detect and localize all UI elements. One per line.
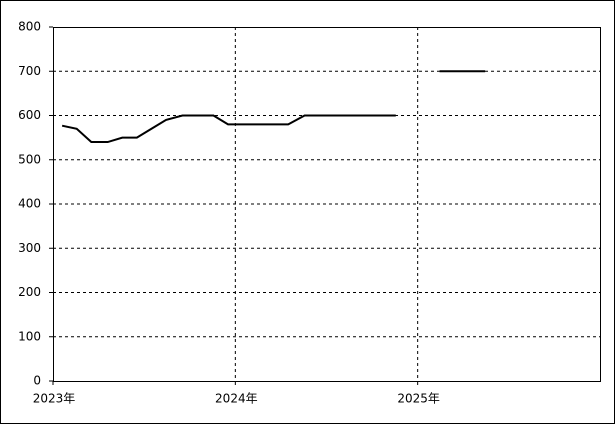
x-tick-label: 2023年 bbox=[33, 392, 76, 406]
y-tick-label: 100 bbox=[18, 329, 41, 343]
y-tick-label: 200 bbox=[18, 285, 41, 299]
y-tick-label: 600 bbox=[18, 108, 41, 122]
y-tick-label: 500 bbox=[18, 152, 41, 166]
x-tick-label: 2025年 bbox=[397, 392, 440, 406]
y-tick-label: 0 bbox=[33, 374, 41, 388]
plot-area bbox=[53, 27, 601, 382]
x-tick-label: 2024年 bbox=[215, 392, 258, 406]
y-tick-label: 700 bbox=[18, 64, 41, 78]
y-tick-label: 300 bbox=[18, 241, 41, 255]
line-series bbox=[61, 70, 486, 144]
y-tick-label: 800 bbox=[18, 20, 41, 34]
y-tick-label: 400 bbox=[18, 197, 41, 211]
